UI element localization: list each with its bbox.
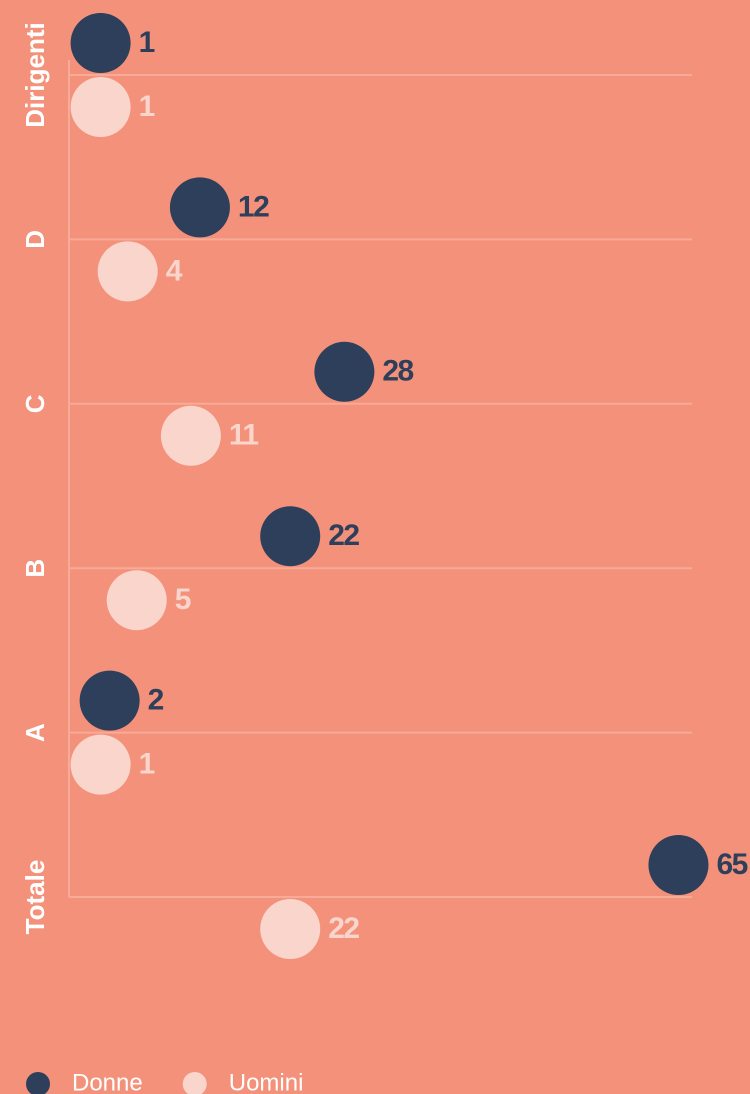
- value-label: 22: [328, 912, 359, 945]
- legend-label: Uomini: [229, 1069, 304, 1094]
- value-label: 2: [148, 684, 164, 717]
- category-label: Dirigenti: [20, 22, 50, 127]
- dot: [79, 670, 140, 731]
- dot: [70, 734, 131, 795]
- dot: [70, 77, 131, 137]
- legend-label: Donne: [72, 1069, 143, 1094]
- category-label: D: [20, 230, 50, 249]
- value-label: 1: [139, 26, 155, 59]
- dot: [70, 13, 131, 73]
- category-label: Totale: [20, 860, 50, 935]
- dot: [97, 241, 158, 302]
- category-label: A: [20, 723, 50, 742]
- value-label: 22: [328, 519, 359, 552]
- category-label: C: [20, 394, 50, 413]
- dot: [169, 177, 230, 238]
- dot: [260, 899, 321, 959]
- value-label: 12: [238, 190, 269, 223]
- value-label: 65: [716, 848, 747, 881]
- dot: [648, 835, 709, 895]
- value-label: 1: [139, 748, 155, 781]
- legend-swatch: [182, 1072, 207, 1094]
- dot: [314, 341, 375, 402]
- value-label: 4: [166, 254, 183, 287]
- dot: [260, 506, 321, 567]
- dot: [106, 570, 167, 631]
- value-label: 5: [175, 583, 191, 616]
- dot: [160, 405, 221, 466]
- value-label: 28: [382, 355, 413, 388]
- legend-swatch: [26, 1072, 50, 1094]
- value-label: 11: [229, 419, 259, 452]
- value-label: 1: [139, 90, 155, 123]
- category-label: B: [20, 559, 50, 578]
